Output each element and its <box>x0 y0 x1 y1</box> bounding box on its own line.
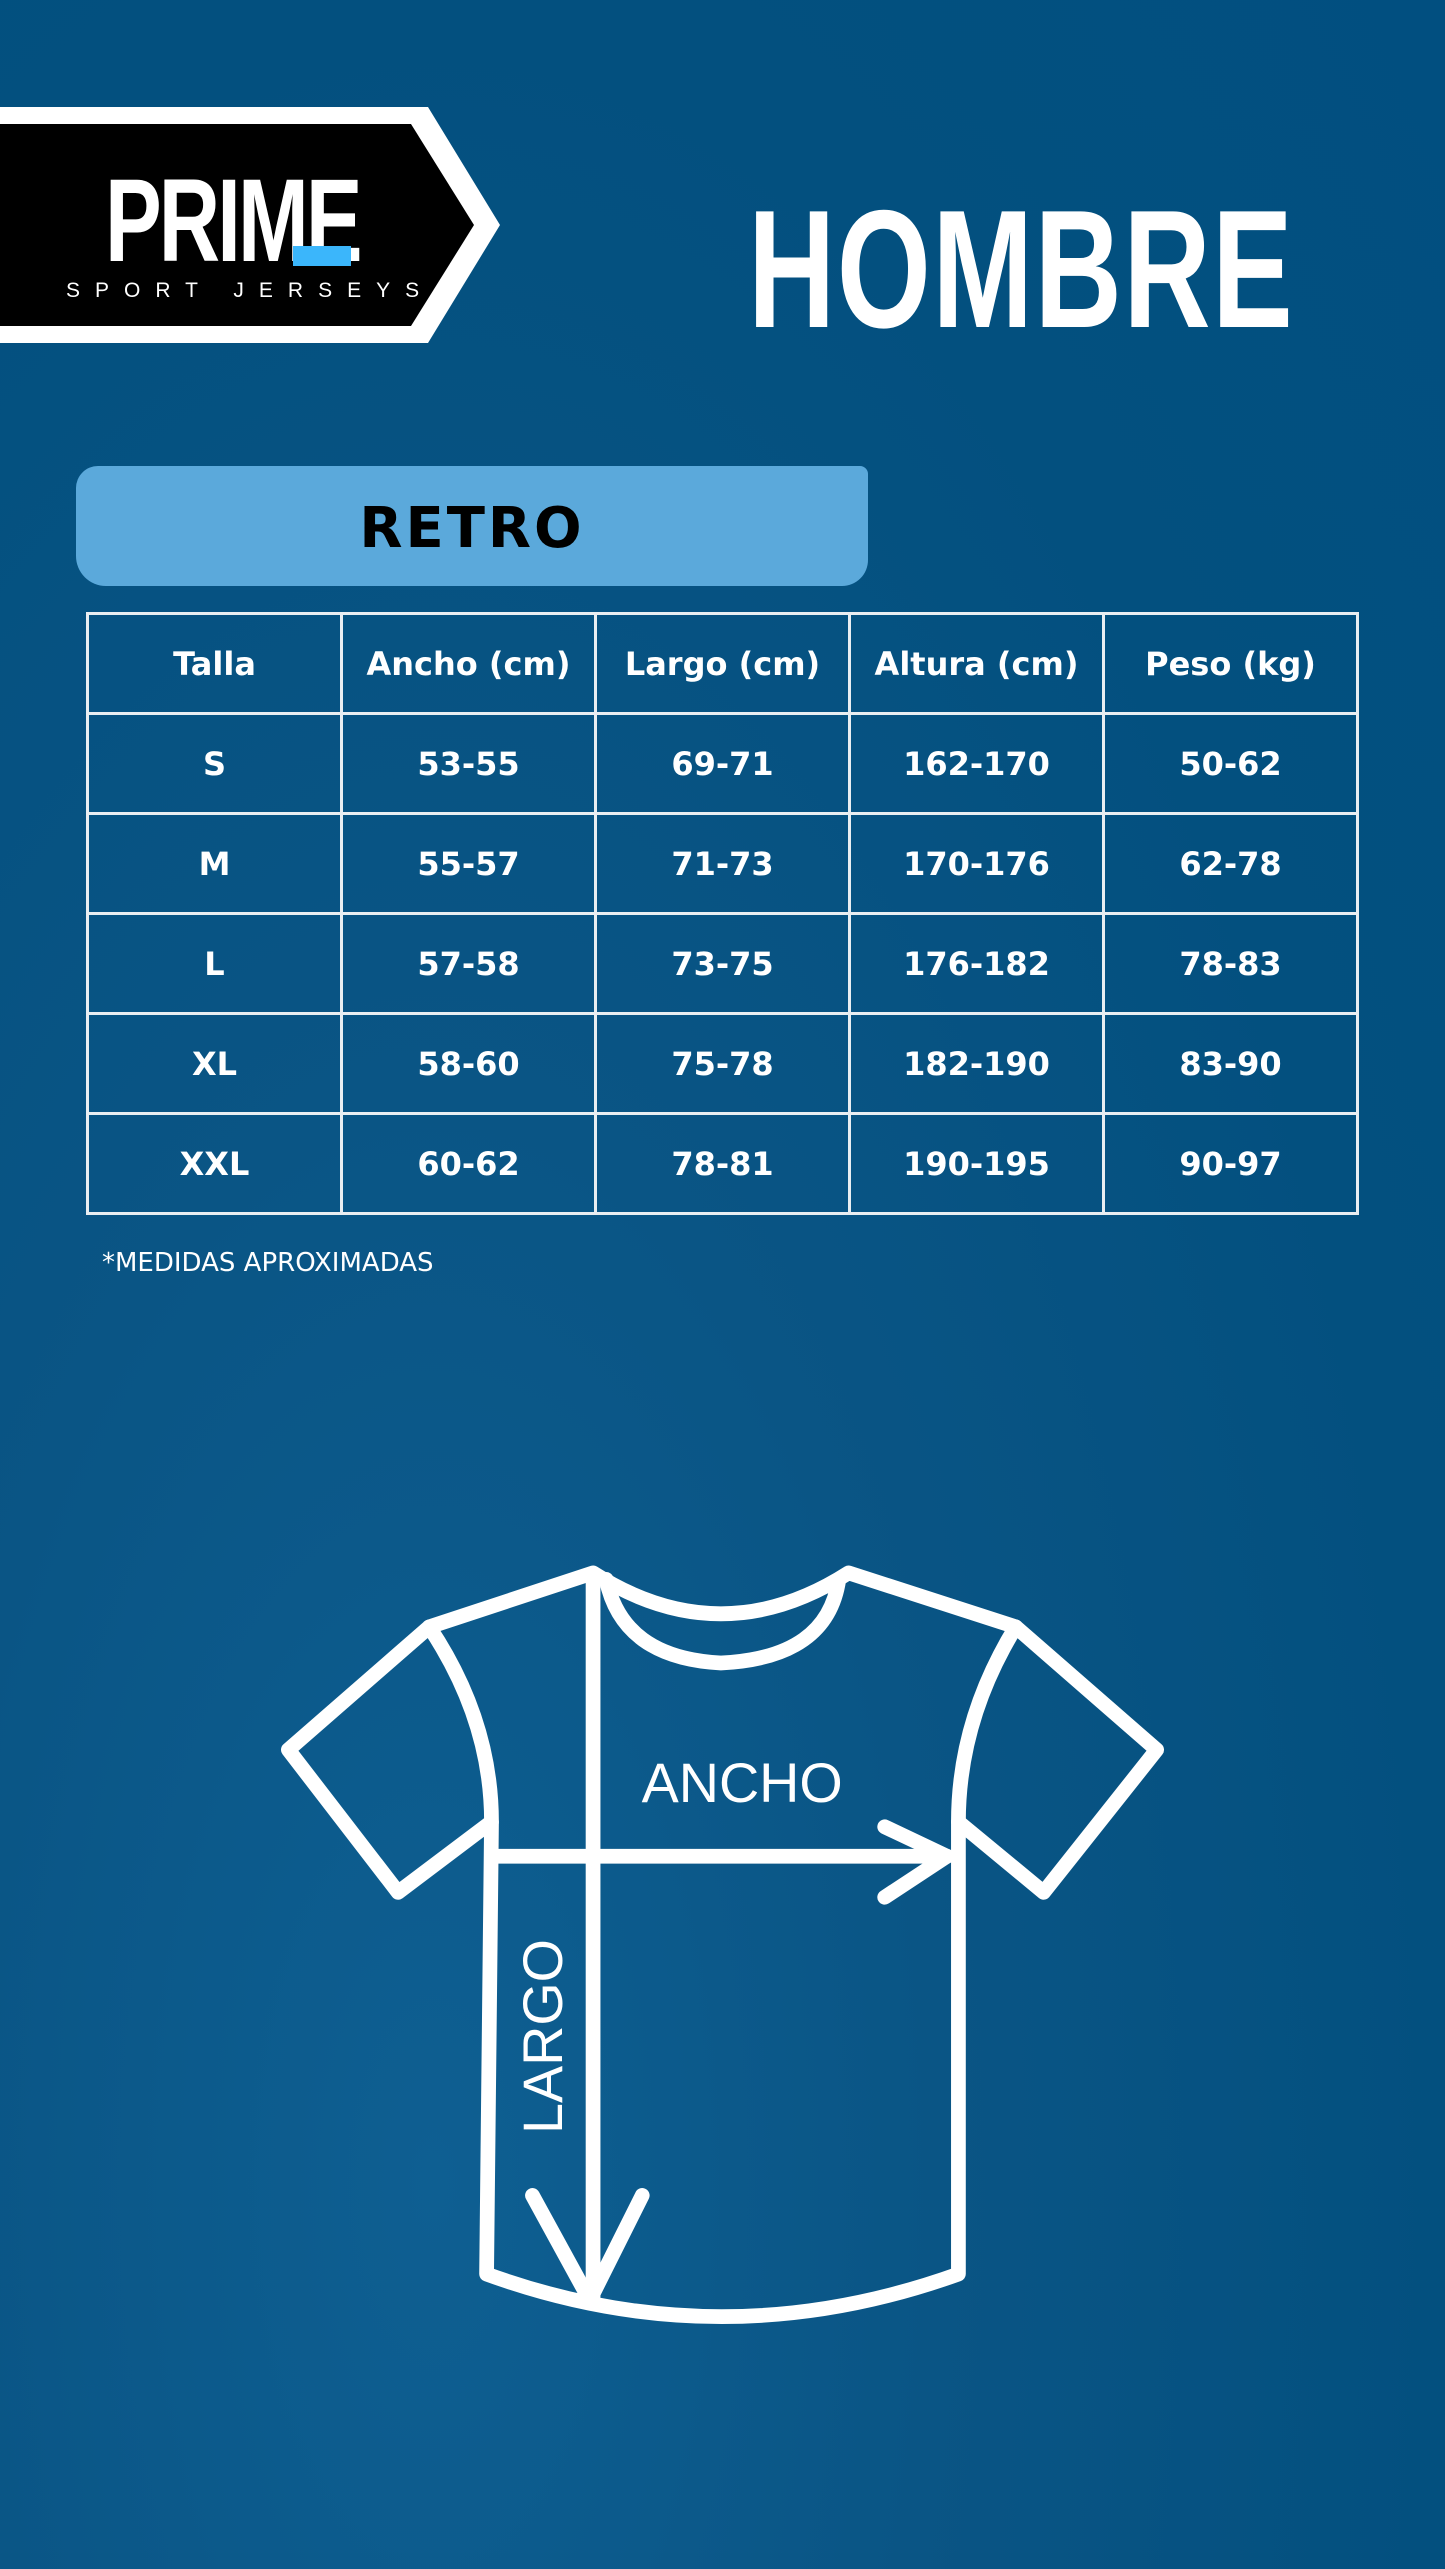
cell: M <box>86 812 343 915</box>
header-cell: Peso (kg) <box>1102 612 1359 715</box>
shirt-armhole-right <box>951 1619 1024 1830</box>
table-row: XL 58-60 75-78 182-190 83-90 <box>86 1012 1359 1115</box>
cell: 62-78 <box>1102 812 1359 915</box>
footnote: *MEDIDAS APROXIMADAS <box>102 1248 434 1278</box>
cell: 53-55 <box>340 712 597 815</box>
table-row: XXL 60-62 78-81 190-195 90-97 <box>86 1112 1359 1215</box>
width-label: ANCHO <box>642 1752 843 1814</box>
size-table: Talla Ancho (cm) Largo (cm) Altura (cm) … <box>86 612 1359 1215</box>
cell: 176-182 <box>848 912 1105 1015</box>
cell: L <box>86 912 343 1015</box>
cell: 83-90 <box>1102 1012 1359 1115</box>
cell: 69-71 <box>594 712 851 815</box>
shirt-outline <box>280 1565 1165 2324</box>
cell: S <box>86 712 343 815</box>
width-arrowhead <box>877 1819 955 1905</box>
section-title: RETRO <box>359 496 585 561</box>
page-title: HOMBRE <box>748 175 1295 363</box>
logo-tagline: SPORT JERSEYS <box>66 279 435 302</box>
cell: 73-75 <box>594 912 851 1015</box>
cell: 162-170 <box>848 712 1105 815</box>
table-row: L 57-58 73-75 176-182 78-83 <box>86 912 1359 1015</box>
header-cell: Altura (cm) <box>848 612 1105 715</box>
logo-accent-bar <box>293 246 351 266</box>
cell: 71-73 <box>594 812 851 915</box>
header-cell: Talla <box>86 612 343 715</box>
cell: 57-58 <box>340 912 597 1015</box>
table-row: S 53-55 69-71 162-170 50-62 <box>86 712 1359 815</box>
cell: 90-97 <box>1102 1112 1359 1215</box>
logo-badge <box>0 107 500 343</box>
shirt-armhole-left <box>421 1619 499 1830</box>
cell: 58-60 <box>340 1012 597 1115</box>
length-arrowhead <box>525 2188 650 2308</box>
shirt-collar <box>598 1572 847 1671</box>
header-cell: Largo (cm) <box>594 612 851 715</box>
header-cell: Ancho (cm) <box>340 612 597 715</box>
cell: 50-62 <box>1102 712 1359 815</box>
cell: XXL <box>86 1112 343 1215</box>
cell: 170-176 <box>848 812 1105 915</box>
cell: 78-81 <box>594 1112 851 1215</box>
cell: 55-57 <box>340 812 597 915</box>
length-label: LARGO <box>512 1939 574 2134</box>
cell: 190-195 <box>848 1112 1105 1215</box>
section-banner: RETRO <box>76 466 868 586</box>
cell: 78-83 <box>1102 912 1359 1015</box>
cell: 182-190 <box>848 1012 1105 1115</box>
cell: 75-78 <box>594 1012 851 1115</box>
cell: 60-62 <box>340 1112 597 1215</box>
table-row: M 55-57 71-73 170-176 62-78 <box>86 812 1359 915</box>
table-header-row: Talla Ancho (cm) Largo (cm) Altura (cm) … <box>86 612 1359 715</box>
cell: XL <box>86 1012 343 1115</box>
